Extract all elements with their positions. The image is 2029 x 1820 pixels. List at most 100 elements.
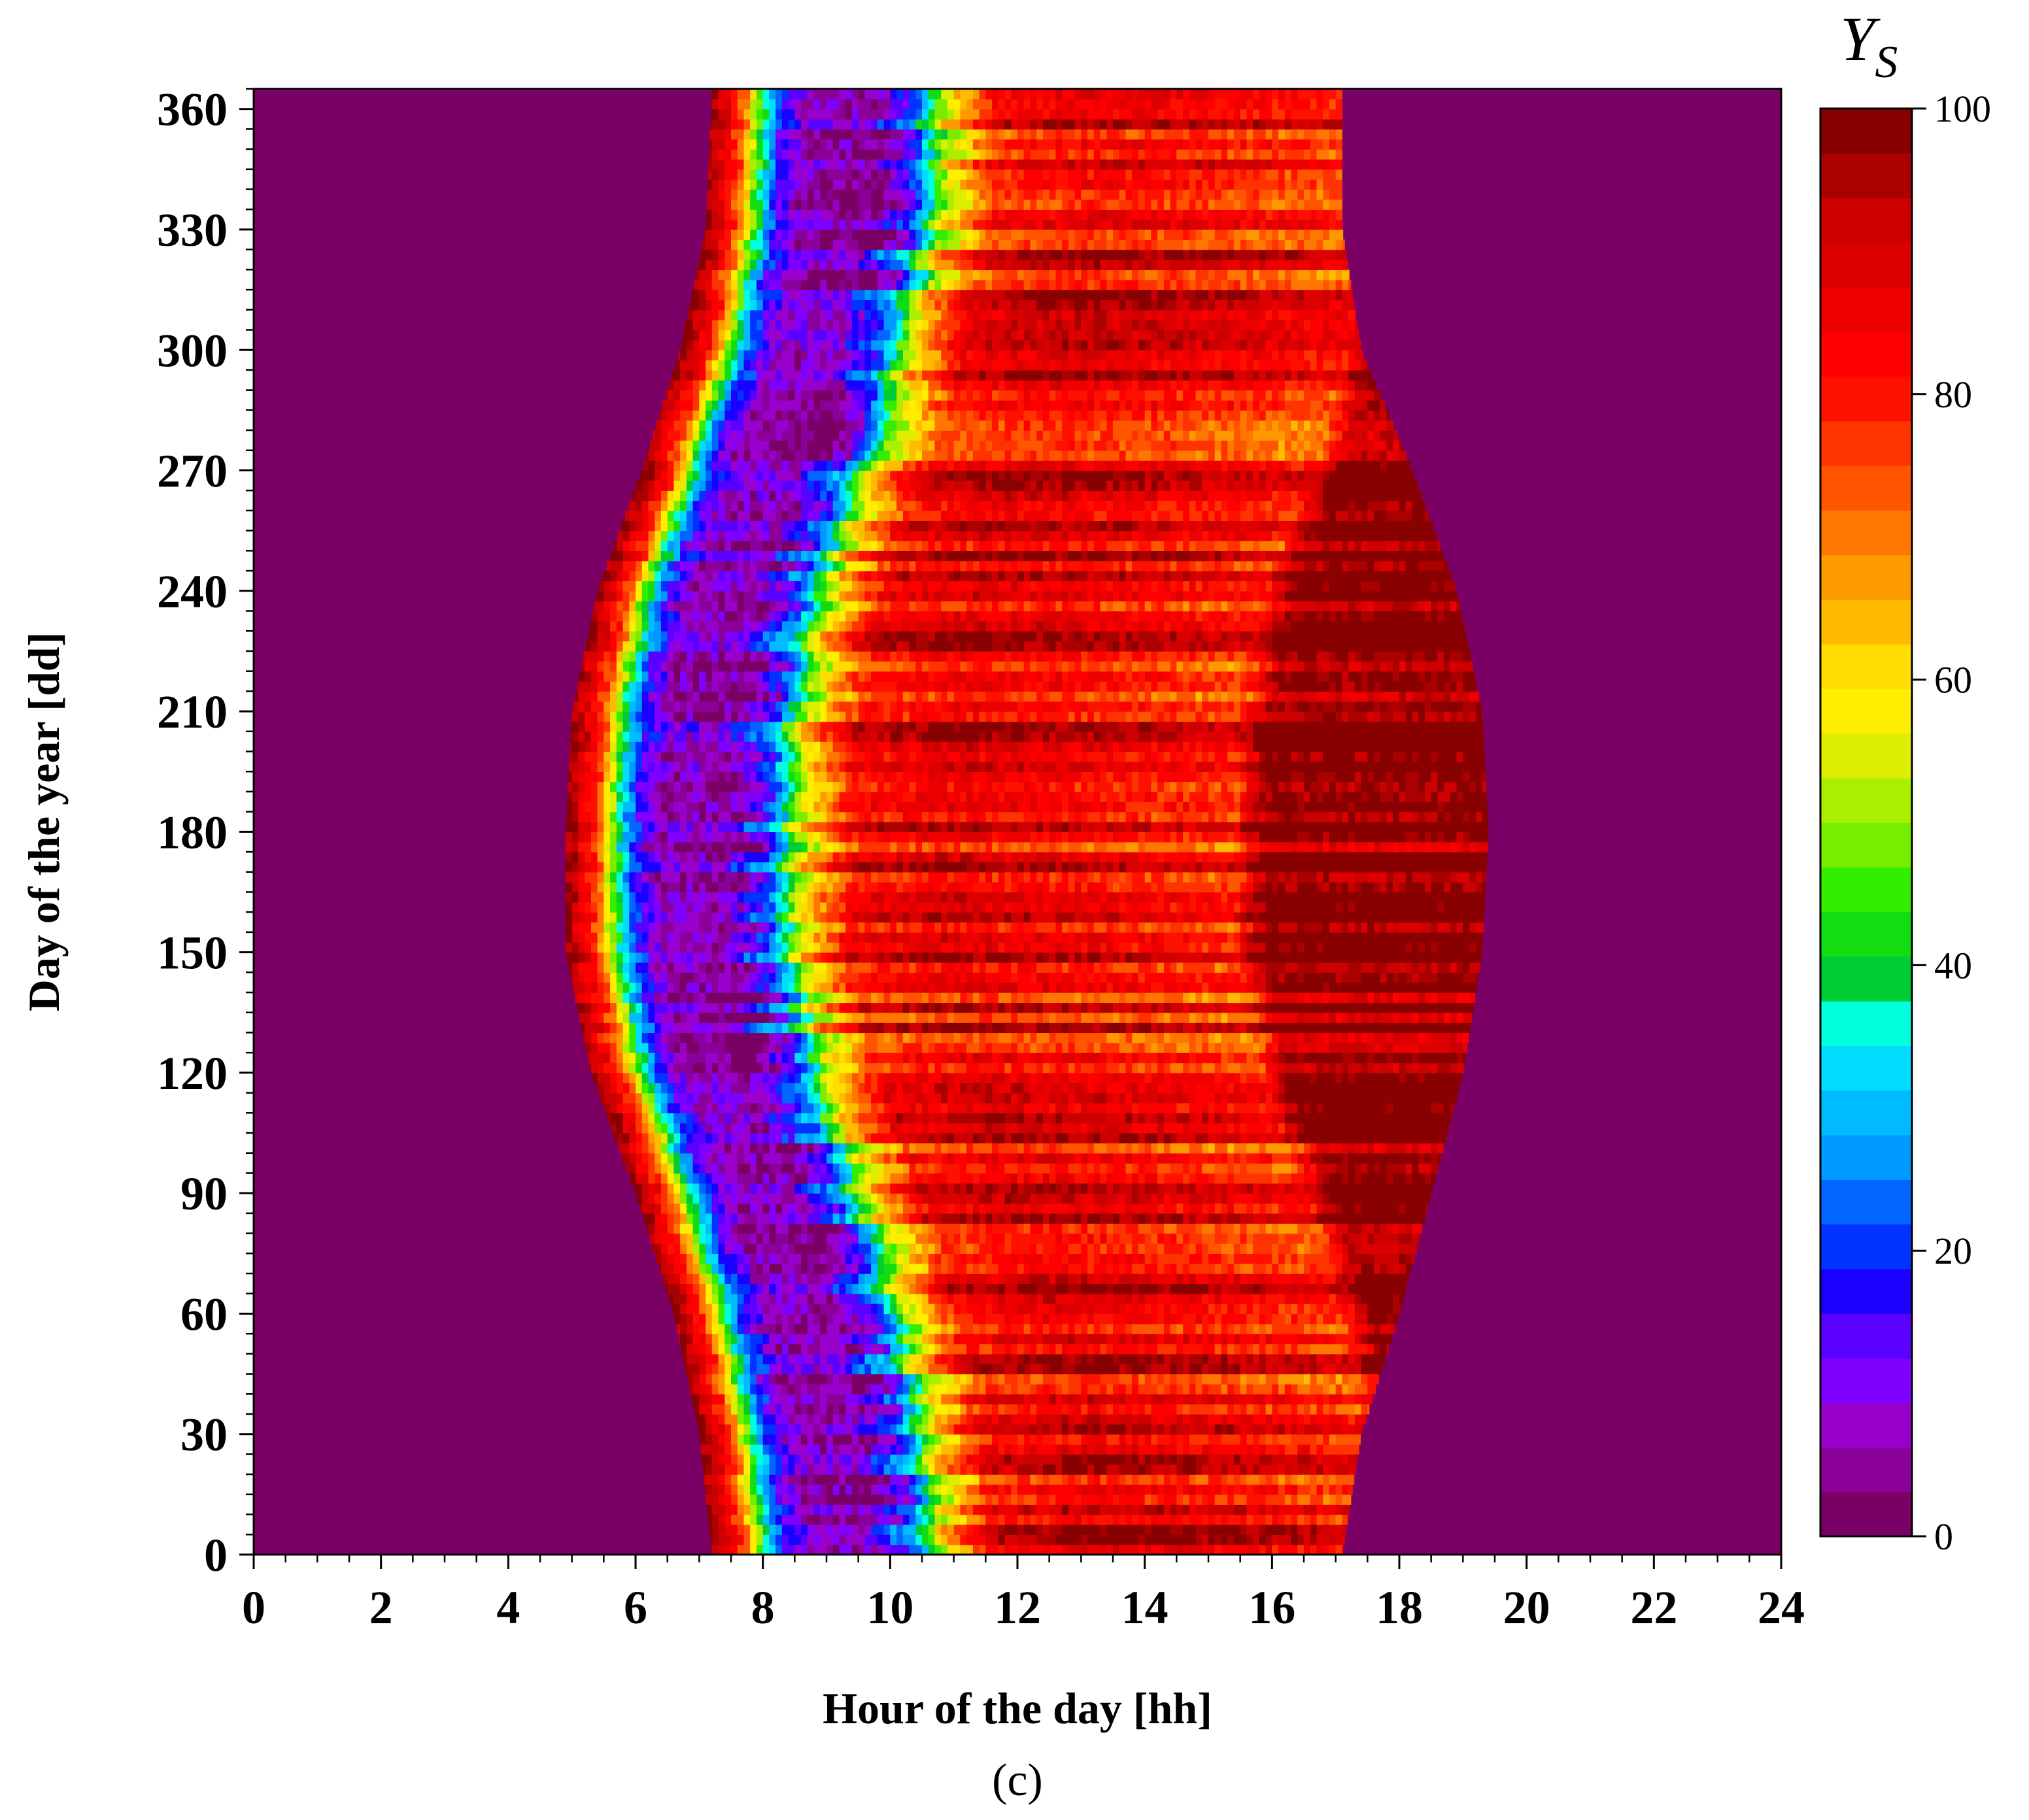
heatmap-cell (827, 1253, 833, 1264)
heatmap-cell (1253, 1223, 1259, 1234)
heatmap-cell (1017, 1204, 1024, 1214)
heatmap-cell (1227, 1344, 1234, 1355)
heatmap-cell (871, 1143, 878, 1153)
heatmap-cell (1240, 1234, 1247, 1244)
heatmap-cell (1246, 1223, 1253, 1234)
heatmap-cell (814, 1444, 821, 1455)
heatmap-cell (750, 1163, 757, 1173)
heatmap-cell (668, 1193, 674, 1204)
heatmap-cell (985, 1283, 992, 1294)
heatmap-cell (910, 1243, 916, 1254)
heatmap-cell (845, 1234, 852, 1244)
heatmap-cell (884, 1314, 891, 1324)
heatmap-cell (1272, 1364, 1278, 1374)
heatmap-cell (1157, 1414, 1164, 1424)
heatmap-cell (1157, 1204, 1164, 1214)
heatmap-cell (1304, 1324, 1310, 1334)
heatmap-cell (1068, 1474, 1075, 1485)
heatmap-cell (738, 1545, 744, 1555)
heatmap-cell (1068, 1464, 1075, 1475)
heatmap-cell (1310, 1314, 1317, 1324)
heatmap-cell (1113, 1153, 1119, 1164)
heatmap-cell (1266, 1374, 1272, 1385)
heatmap-cell (750, 1454, 757, 1464)
heatmap-cell (1253, 1253, 1259, 1264)
heatmap-cell (808, 1314, 814, 1324)
heatmap-cell (1348, 1494, 1351, 1505)
heatmap-cell (1138, 1123, 1145, 1134)
heatmap-cell (1176, 1394, 1183, 1404)
heatmap-cell (750, 1464, 757, 1475)
heatmap-cell (980, 1223, 986, 1234)
heatmap-cell (744, 1394, 751, 1404)
heatmap-cell (1259, 1183, 1266, 1194)
heatmap-cell (871, 1243, 878, 1254)
heatmap-cell (935, 1444, 942, 1455)
heatmap-cell (1106, 1264, 1113, 1274)
heatmap-cell (1183, 1234, 1189, 1244)
heatmap-cell (1278, 1183, 1285, 1194)
heatmap-cell (878, 1234, 884, 1244)
heatmap-cell (1285, 1474, 1291, 1485)
heatmap-cell (992, 1243, 998, 1254)
heatmap-cell (1323, 1273, 1329, 1284)
heatmap-cell (1024, 1143, 1031, 1153)
heatmap-cell (884, 1123, 891, 1134)
heatmap-cell (1087, 1464, 1094, 1475)
heatmap-cell (1100, 1264, 1107, 1274)
heatmap-cell (763, 1183, 770, 1194)
heatmap-cell (966, 1344, 973, 1355)
heatmap-cell (1272, 1153, 1278, 1164)
heatmap-cell (1304, 1253, 1310, 1264)
heatmap-cell (852, 1243, 859, 1254)
heatmap-cell (871, 1444, 878, 1455)
heatmap-cell (808, 1234, 814, 1244)
heatmap-cell (1297, 1545, 1304, 1555)
heatmap-cell (794, 1494, 801, 1505)
heatmap-cell (1036, 1394, 1043, 1404)
heatmap-cell (1170, 1334, 1177, 1344)
heatmap-cell (1285, 1143, 1291, 1153)
heatmap-cell (915, 1485, 922, 1495)
heatmap-cell (1221, 1344, 1228, 1355)
heatmap-cell (896, 1253, 903, 1264)
heatmap-cell (794, 1534, 801, 1545)
heatmap-cell (1087, 1153, 1094, 1164)
heatmap-cell (757, 1173, 763, 1184)
heatmap-cell (1355, 1283, 1361, 1294)
heatmap-cell (1062, 1374, 1068, 1385)
heatmap-cell (1036, 1434, 1043, 1445)
heatmap-cell (935, 1364, 942, 1374)
heatmap-cell (922, 1253, 929, 1264)
heatmap-cell (1157, 1424, 1164, 1434)
heatmap-cell (661, 1264, 668, 1274)
heatmap-cell (1336, 1454, 1342, 1464)
heatmap-cell (1202, 1515, 1208, 1525)
heatmap-cell (1393, 1143, 1399, 1153)
heatmap-cell (1323, 1504, 1329, 1515)
heatmap-cell (1208, 1444, 1215, 1455)
heatmap-cell (1005, 1334, 1012, 1344)
heatmap-cell (1266, 1354, 1272, 1364)
heatmap-cell (757, 1283, 763, 1294)
heatmap-cell (794, 1153, 801, 1164)
heatmap-cell (668, 1143, 674, 1153)
heatmap-cell (1132, 1264, 1138, 1274)
heatmap-cell (910, 1474, 916, 1485)
heatmap-cell (712, 1354, 719, 1364)
heatmap-cell (1100, 1153, 1107, 1164)
heatmap-cell (1412, 1204, 1419, 1214)
heatmap-cell (1087, 1173, 1094, 1184)
heatmap-cell (960, 1344, 966, 1355)
heatmap-cell (1151, 1324, 1157, 1334)
heatmap-cell (960, 1113, 966, 1123)
heatmap-cell (1374, 1314, 1380, 1324)
heatmap-cell (1183, 1173, 1189, 1184)
heatmap-cell (1068, 1234, 1075, 1244)
heatmap-cell (1202, 1344, 1208, 1355)
heatmap-cell (954, 1364, 961, 1374)
heatmap-cell (1317, 1324, 1323, 1334)
heatmap-cell (1285, 1384, 1291, 1394)
heatmap-cell (1272, 1204, 1278, 1214)
heatmap-cell (782, 1173, 789, 1184)
